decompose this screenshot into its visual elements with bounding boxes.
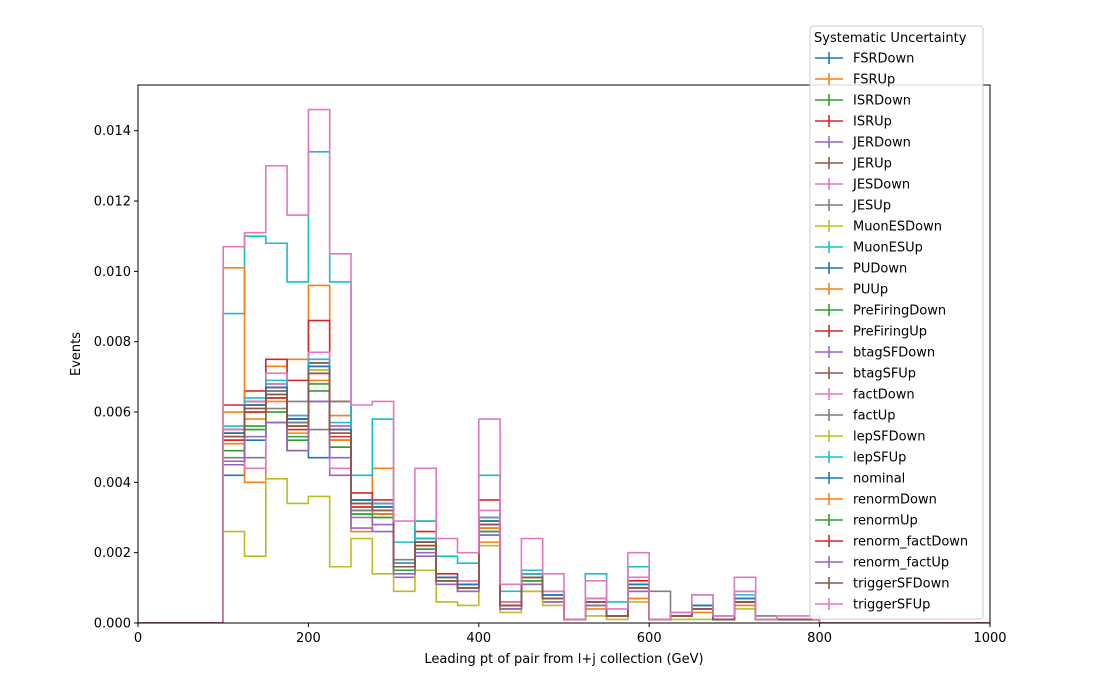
- legend-entry: renormDown: [815, 493, 937, 508]
- legend-entry: renorm_factDown: [815, 535, 968, 550]
- legend-frame: [809, 25, 984, 620]
- legend-entry: factDown: [815, 388, 915, 403]
- legend-label: MuonESUp: [853, 241, 923, 256]
- legend-entry: MuonESUp: [815, 241, 923, 256]
- legend-label: triggerSFDown: [853, 577, 949, 592]
- legend-entry: PUDown: [815, 262, 907, 277]
- legend-label: factUp: [853, 409, 896, 424]
- y-tick-label: 0.010: [94, 265, 131, 280]
- legend-entry: nominal: [815, 472, 905, 487]
- y-axis-title: Events: [69, 332, 84, 376]
- legend-label: PreFiringUp: [853, 325, 927, 340]
- legend-entry: triggerSFUp: [815, 598, 930, 613]
- legend-entry: MuonESDown: [815, 220, 942, 235]
- legend-entry: btagSFDown: [815, 346, 935, 361]
- x-axis: 0 200 400 600 800 1000: [134, 623, 1007, 646]
- legend-label: renorm_factUp: [853, 556, 949, 571]
- x-tick-label: 400: [466, 631, 491, 646]
- legend-label: renorm_factDown: [853, 535, 968, 550]
- legend-entry: ISRDown: [815, 94, 911, 109]
- legend-label: lepSFDown: [853, 430, 925, 445]
- legend-entry: FSRUp: [815, 73, 895, 88]
- legend-label: MuonESDown: [853, 220, 942, 235]
- axes-frame: [137, 84, 991, 624]
- legend-entry: factUp: [815, 409, 896, 424]
- legend-entry: FSRDown: [815, 52, 914, 67]
- legend-title: Systematic Uncertainty: [814, 31, 967, 46]
- y-tick-label: 0.014: [94, 124, 131, 139]
- legend-label: btagSFUp: [853, 367, 916, 382]
- legend-label: PreFiringDown: [853, 304, 946, 319]
- legend-label: FSRUp: [853, 73, 895, 88]
- x-axis-title: Leading pt of pair from l+j collection (…: [424, 652, 703, 667]
- plot-area: [137, 84, 991, 624]
- x-tick-label: 600: [637, 631, 662, 646]
- x-tick-label: 800: [807, 631, 832, 646]
- y-tick-label: 0.004: [94, 476, 131, 491]
- legend-entry: PUUp: [815, 283, 888, 298]
- legend-entry: JERDown: [815, 136, 911, 151]
- legend-label: PUDown: [853, 262, 907, 277]
- legend-label: JESDown: [852, 178, 910, 193]
- legend-label: FSRDown: [853, 52, 914, 67]
- legend-entry: lepSFDown: [815, 430, 925, 445]
- x-tick-label: 0: [134, 631, 142, 646]
- legend-label: nominal: [853, 472, 905, 487]
- legend-entry: triggerSFDown: [815, 577, 949, 592]
- legend-entry: renorm_factUp: [815, 556, 949, 571]
- legend: Systematic Uncertainty FSRDown FSRUp ISRDow…: [809, 25, 984, 620]
- legend-entry: JERUp: [815, 157, 892, 172]
- legend-label: JESUp: [852, 199, 891, 214]
- legend-entry: JESUp: [815, 199, 891, 214]
- legend-label: factDown: [853, 388, 915, 403]
- legend-label: ISRDown: [853, 94, 911, 109]
- y-tick-label: 0.012: [94, 195, 131, 210]
- series-line-triggerSFUp: [138, 108, 990, 623]
- y-tick-label: 0.008: [94, 335, 131, 350]
- y-axis: 0.000 0.002 0.004 0.006 0.008 0.010 0.012 0.014: [94, 124, 138, 632]
- y-tick-label: 0.000: [94, 617, 131, 632]
- legend-label: ISRUp: [853, 115, 892, 130]
- legend-entry: PreFiringDown: [815, 304, 946, 319]
- x-tick-label: 1000: [973, 631, 1006, 646]
- legend-entry: btagSFUp: [815, 367, 916, 382]
- legend-label: JERUp: [852, 157, 892, 172]
- legend-label: renormDown: [853, 493, 937, 508]
- legend-label: PUUp: [853, 283, 888, 298]
- legend-label: JERDown: [852, 136, 911, 151]
- x-tick-label: 200: [296, 631, 321, 646]
- legend-label: btagSFDown: [853, 346, 935, 361]
- legend-entry: renormUp: [815, 514, 918, 529]
- legend-label: lepSFUp: [853, 451, 906, 466]
- series-group: [138, 108, 990, 623]
- legend-entry: ISRUp: [815, 115, 892, 130]
- legend-label: triggerSFUp: [853, 598, 930, 613]
- legend-entry: PreFiringUp: [815, 325, 927, 340]
- legend-entry: JESDown: [815, 178, 910, 193]
- y-tick-label: 0.006: [94, 406, 131, 421]
- legend-label: renormUp: [853, 514, 918, 529]
- legend-entry: lepSFUp: [815, 451, 906, 466]
- y-tick-label: 0.002: [94, 546, 131, 561]
